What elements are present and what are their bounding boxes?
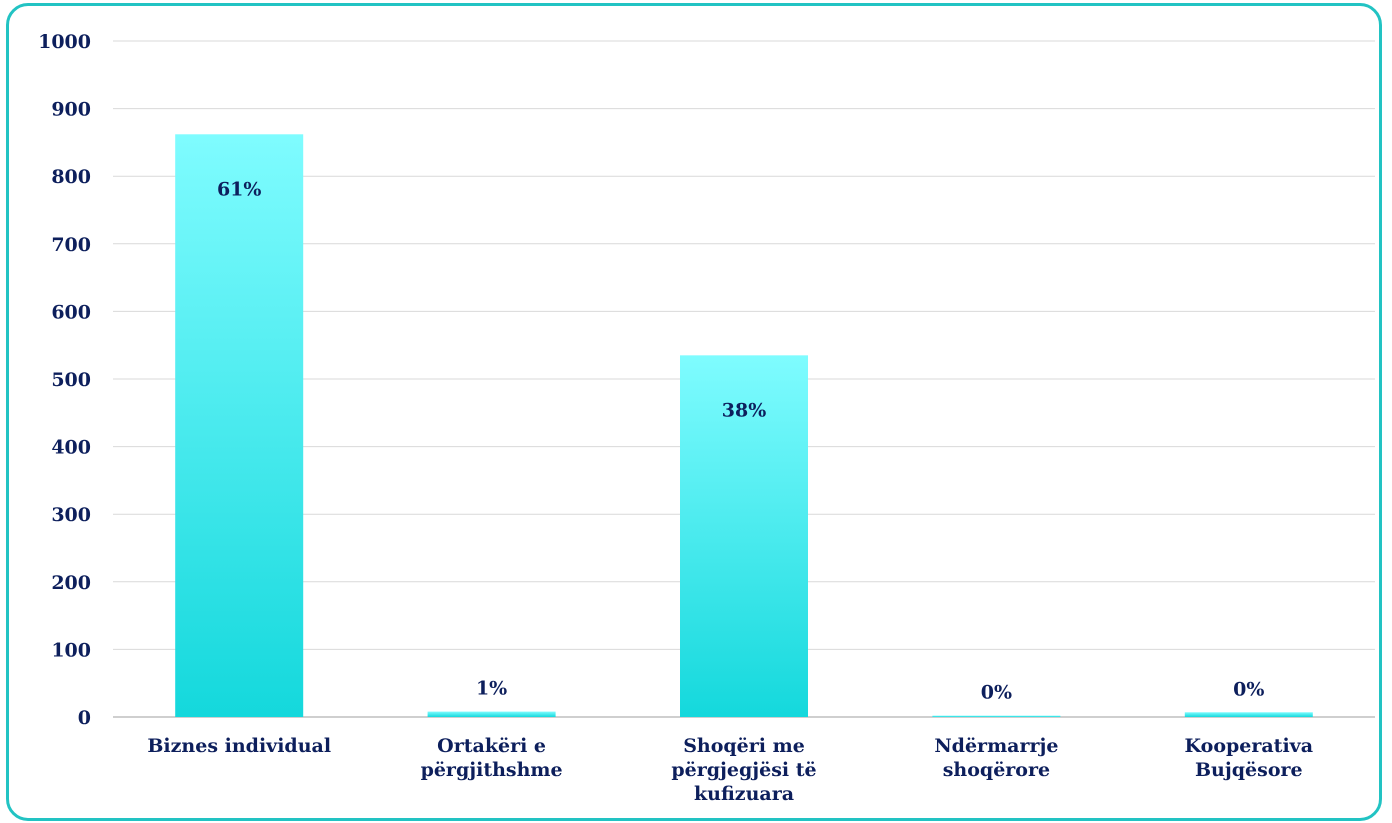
x-category-label: Biznes individual [147,735,331,757]
y-tick-label: 700 [51,234,91,256]
y-tick-label: 800 [51,166,91,188]
bar [1184,712,1313,717]
data-label: 38% [722,399,767,421]
x-category-label: Ndërmarrje shoqërore [934,735,1058,781]
bar [175,134,304,718]
data-label: 0% [1233,678,1264,700]
x-category-label: Ortakëri e përgjithshme [421,735,563,781]
data-labels: 61% 1% 38% 0% 0% [217,178,1264,703]
bar [680,355,808,717]
gridlines [113,40,1375,718]
x-category-label: Kooperativa Bujqësore [1185,735,1313,781]
bar [932,715,1061,717]
y-tick-label: 300 [51,504,91,526]
y-tick-label: 200 [51,572,91,594]
y-tick-label: 900 [51,99,91,121]
data-label: 1% [476,678,507,700]
x-axis-categories: Biznes individual Ortakëri e përgjithshme S… [147,735,1313,805]
data-label: 61% [217,178,262,200]
y-tick-label: 1000 [38,31,91,53]
x-category-label: Shoqëri me përgjegjësi të kufizuara [671,735,816,805]
y-axis-ticks: 0 100 200 300 400 500 600 700 800 900 1000 [38,31,91,729]
y-tick-label: 500 [51,369,91,391]
y-tick-label: 400 [51,437,91,459]
y-tick-label: 600 [51,301,91,323]
bars [175,134,1313,718]
y-tick-label: 0 [78,707,91,729]
bar [427,711,556,717]
y-tick-label: 100 [51,639,91,661]
data-label: 0% [981,682,1012,704]
